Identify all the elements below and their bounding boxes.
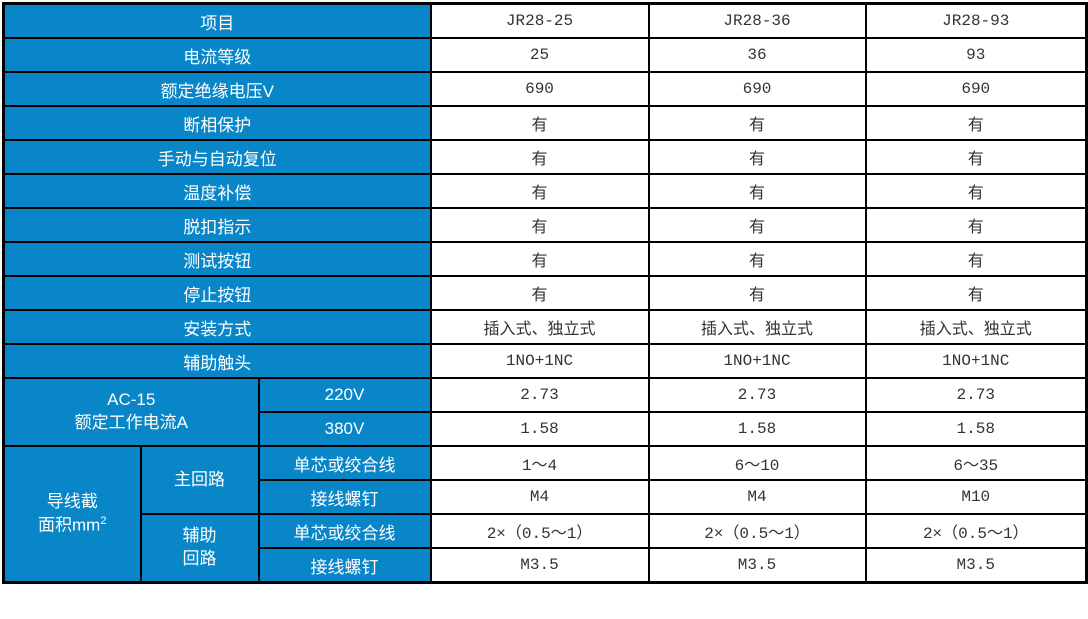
ac15-sublabel-220v: 220V xyxy=(257,377,432,413)
cell-value: 有 xyxy=(647,207,867,243)
cell-value: 690 xyxy=(864,71,1088,107)
cell-value: M3.5 xyxy=(647,547,867,584)
cell-value: M10 xyxy=(864,479,1088,515)
row-ac15-380v: 380V 1.58 1.58 1.58 xyxy=(4,411,1088,447)
cell-value: 有 xyxy=(864,139,1088,175)
header-model-jr28-36: JR28-36 xyxy=(647,2,867,39)
header-model-jr28-93: JR28-93 xyxy=(864,2,1088,39)
row-label: 电流等级 xyxy=(2,37,432,73)
cell-value: 36 xyxy=(647,37,867,73)
cell-value: 6～35 xyxy=(864,445,1088,481)
wire-label-line1: 导线截 xyxy=(46,491,98,511)
row-label: 停止按钮 xyxy=(2,275,432,311)
row-mounting-type: 安装方式 插入式、独立式 插入式、独立式 插入式、独立式 xyxy=(2,309,1088,345)
row-main-circuit-wire: 导线截 面积mm2 主回路 单芯或绞合线 1～4 6～10 6～35 xyxy=(2,445,1088,584)
cell-value: 1～4 xyxy=(429,445,650,481)
cell-value: 6～10 xyxy=(647,445,867,481)
wire-label-line2: 面积mm2 xyxy=(38,514,107,535)
cell-value: 1NO+1NC xyxy=(429,343,650,379)
row-label: 安装方式 xyxy=(2,309,432,345)
cell-value: 2.73 xyxy=(864,377,1088,413)
cell-value: 93 xyxy=(864,37,1088,73)
cell-value: 有 xyxy=(864,207,1088,243)
ac15-sublabel-380v: 380V xyxy=(257,411,432,447)
wire-label-superscript: 2 xyxy=(100,514,107,527)
cell-value: 有 xyxy=(429,275,650,311)
cell-value: 插入式、独立式 xyxy=(429,309,650,345)
cell-value: 2.73 xyxy=(647,377,867,413)
cell-value: 2.73 xyxy=(429,377,650,413)
row-label: 测试按钮 xyxy=(2,241,432,277)
cell-value: M3.5 xyxy=(864,547,1088,584)
cell-value: 25 xyxy=(429,37,650,73)
row-main-circuit-screw: 接线螺钉 M4 M4 M10 xyxy=(4,479,1088,515)
table-wrapper: 项目 JR28-25 JR28-36 JR28-93 电流等级 25 36 93… xyxy=(2,2,1088,584)
header-row: 项目 JR28-25 JR28-36 JR28-93 xyxy=(2,2,1088,39)
cell-value: 2×（0.5～1） xyxy=(429,513,650,549)
row-trip-indicator: 脱扣指示 有 有 有 xyxy=(2,207,1088,243)
cell-value: 2×（0.5～1） xyxy=(864,513,1088,549)
row-label: 手动与自动复位 xyxy=(2,139,432,175)
cell-value: 有 xyxy=(429,241,650,277)
cell-value: 1.58 xyxy=(647,411,867,447)
cell-value: 有 xyxy=(647,173,867,209)
cell-value: 有 xyxy=(429,207,650,243)
cell-value: M4 xyxy=(429,479,650,515)
ac15-section-label: AC-15 额定工作电流A xyxy=(2,377,260,447)
row-label: 额定绝缘电压V xyxy=(2,71,432,107)
product-spec-table: 项目 JR28-25 JR28-36 JR28-93 电流等级 25 36 93… xyxy=(2,2,1088,584)
cell-value: 有 xyxy=(429,173,650,209)
row-label: 温度补偿 xyxy=(2,173,432,209)
cell-value: M3.5 xyxy=(429,547,650,584)
cell-value: 有 xyxy=(647,139,867,175)
cell-value: 2×（0.5～1） xyxy=(647,513,867,549)
aux-screw-sublabel: 接线螺钉 xyxy=(257,547,432,584)
row-auxiliary-contacts: 辅助触头 1NO+1NC 1NO+1NC 1NO+1NC xyxy=(2,343,1088,379)
row-insulation-voltage: 额定绝缘电压V 690 690 690 xyxy=(2,71,1088,107)
row-current-rating: 电流等级 25 36 93 xyxy=(2,37,1088,73)
row-phase-failure-protection: 断相保护 有 有 有 xyxy=(2,105,1088,141)
cell-value: 有 xyxy=(647,241,867,277)
aux-wire-sublabel: 单芯或绞合线 xyxy=(257,513,432,549)
row-aux-circuit-screw: 接线螺钉 M3.5 M3.5 M3.5 xyxy=(4,547,1088,584)
row-stop-button: 停止按钮 有 有 有 xyxy=(2,275,1088,311)
cell-value: 插入式、独立式 xyxy=(864,309,1088,345)
cell-value: 有 xyxy=(864,105,1088,141)
cell-value: 690 xyxy=(647,71,867,107)
row-test-button: 测试按钮 有 有 有 xyxy=(2,241,1088,277)
row-aux-circuit-wire: 辅助 回路 单芯或绞合线 2×（0.5～1） 2×（0.5～1） 2×（0.5～… xyxy=(4,513,1088,584)
cell-value: 有 xyxy=(429,105,650,141)
cell-value: 1NO+1NC xyxy=(647,343,867,379)
row-label: 脱扣指示 xyxy=(2,207,432,243)
row-label: 断相保护 xyxy=(2,105,432,141)
wire-section-label: 导线截 面积mm2 xyxy=(2,445,142,584)
aux-circuit-label: 辅助 回路 xyxy=(139,513,260,584)
header-model-jr28-25: JR28-25 xyxy=(429,2,650,39)
cell-value: 1.58 xyxy=(429,411,650,447)
header-item-label: 项目 xyxy=(2,2,432,39)
main-screw-sublabel: 接线螺钉 xyxy=(257,479,432,515)
row-ac15-220v: AC-15 额定工作电流A 220V 2.73 2.73 2.73 xyxy=(2,377,1088,447)
cell-value: 有 xyxy=(647,275,867,311)
cell-value: 插入式、独立式 xyxy=(647,309,867,345)
ac15-label-line2: 额定工作电流A xyxy=(74,413,188,432)
cell-value: 有 xyxy=(864,173,1088,209)
cell-value: 1.58 xyxy=(864,411,1088,447)
main-circuit-label: 主回路 xyxy=(139,445,260,515)
cell-value: 有 xyxy=(429,139,650,175)
cell-value: 有 xyxy=(864,241,1088,277)
cell-value: 有 xyxy=(864,275,1088,311)
row-label: 辅助触头 xyxy=(2,343,432,379)
row-temperature-compensation: 温度补偿 有 有 有 xyxy=(2,173,1088,209)
ac15-label-line1: AC-15 xyxy=(107,390,156,410)
main-wire-sublabel: 单芯或绞合线 xyxy=(257,445,432,481)
cell-value: 1NO+1NC xyxy=(864,343,1088,379)
cell-value: 有 xyxy=(647,105,867,141)
row-manual-auto-reset: 手动与自动复位 有 有 有 xyxy=(2,139,1088,175)
cell-value: 690 xyxy=(429,71,650,107)
cell-value: M4 xyxy=(647,479,867,515)
